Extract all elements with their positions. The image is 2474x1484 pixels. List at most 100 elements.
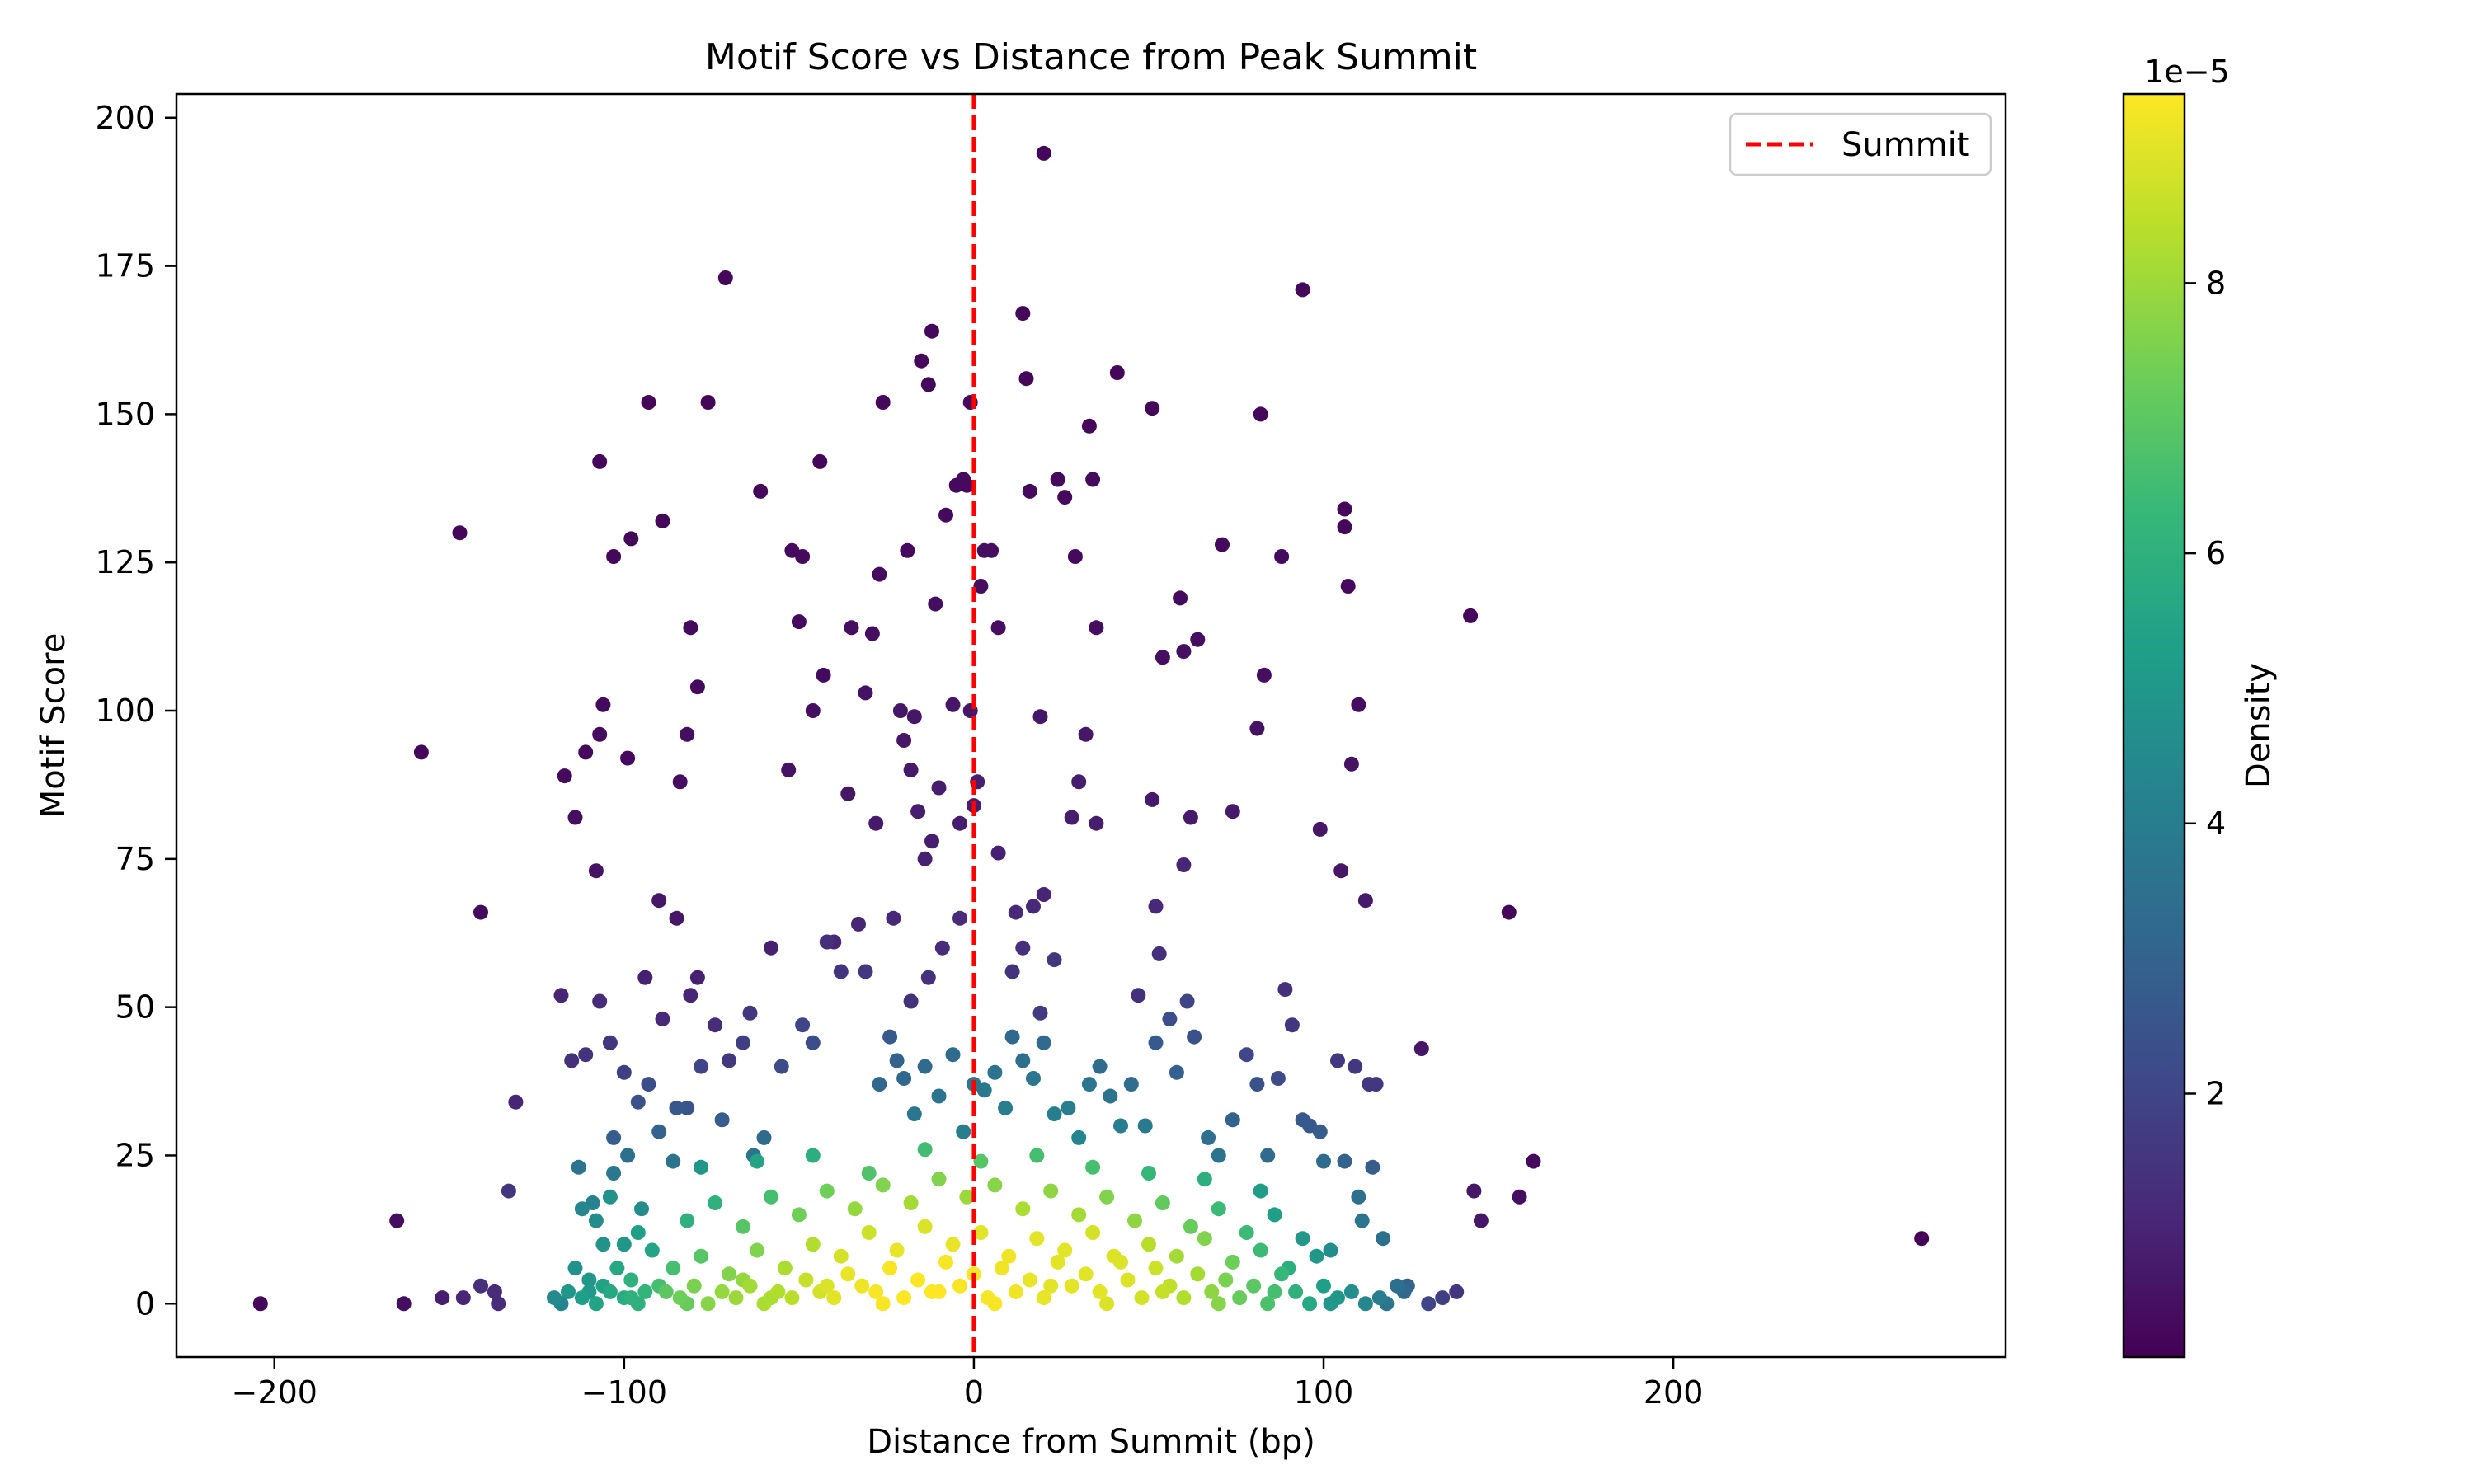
- scatter-point: [882, 1029, 898, 1045]
- colorbar-ticks: 2 4 6 8: [2185, 265, 2226, 1111]
- scatter-point: [1099, 1189, 1115, 1205]
- scatter-point: [547, 1290, 562, 1306]
- scatter-point: [1267, 1284, 1282, 1299]
- scatter-point: [578, 1047, 594, 1063]
- scatter-point: [1109, 365, 1125, 380]
- scatter-point: [1057, 1242, 1073, 1258]
- scatter-point: [1151, 946, 1167, 961]
- scatter-point: [861, 1166, 877, 1181]
- scatter-point: [1354, 1213, 1370, 1228]
- scatter-point: [686, 1278, 702, 1294]
- scatter-point: [1032, 709, 1048, 725]
- scatter-point: [1284, 1017, 1300, 1033]
- scatter-point: [1371, 1290, 1387, 1306]
- scatter-point: [1067, 549, 1083, 564]
- scatter-point: [714, 1284, 730, 1299]
- scatter-point: [1137, 1118, 1153, 1134]
- scatter-point: [1239, 1047, 1254, 1063]
- scatter-point: [1253, 1242, 1268, 1258]
- scatter-point: [1179, 993, 1195, 1009]
- scatter-point: [1148, 899, 1164, 914]
- scatter-point: [998, 1100, 1014, 1115]
- scatter-point: [1141, 1237, 1156, 1252]
- colorbar-tick-label: 4: [2206, 805, 2226, 842]
- scatter-point: [1015, 940, 1031, 956]
- scatter-point: [798, 1272, 814, 1288]
- y-tick-label: 25: [115, 1137, 155, 1173]
- scatter-point: [770, 1284, 786, 1299]
- scatter-point: [651, 1124, 667, 1139]
- scatter-point: [473, 904, 488, 920]
- scatter-point: [1312, 821, 1328, 837]
- scatter-point: [644, 1242, 660, 1258]
- scatter-point: [680, 1213, 695, 1228]
- scatter-point: [435, 1290, 450, 1306]
- scatter-point: [1183, 1219, 1198, 1234]
- scatter-point: [736, 1035, 750, 1050]
- scatter-point: [669, 1100, 684, 1115]
- scatter-point: [252, 1296, 268, 1312]
- scatter-point: [722, 1266, 737, 1282]
- scatter-point: [1330, 1053, 1345, 1068]
- scatter-point: [764, 1189, 778, 1205]
- scatter-point: [1050, 1254, 1065, 1270]
- scatter-point: [889, 1242, 905, 1258]
- scatter-point: [1249, 721, 1265, 736]
- scatter-point: [1183, 810, 1198, 825]
- scatter-point: [882, 1261, 898, 1276]
- x-tick-label: −100: [581, 1374, 667, 1411]
- scatter-point: [906, 709, 922, 725]
- scatter-point: [680, 726, 695, 742]
- scatter-point: [973, 1225, 989, 1240]
- scatter-point: [1089, 815, 1104, 831]
- scatter-point: [1348, 1059, 1363, 1074]
- scatter-point: [1253, 1183, 1268, 1199]
- scatter-point: [491, 1296, 506, 1312]
- scatter-point: [1148, 1035, 1164, 1050]
- colorbar: 2 4 6 8 1e−5 Density: [2122, 54, 2278, 1359]
- scatter-point: [1914, 1231, 1930, 1247]
- scatter-point: [1015, 1053, 1031, 1068]
- scatter-point: [1169, 1064, 1184, 1080]
- scatter-point: [896, 733, 912, 748]
- colorbar-label: Density: [2240, 663, 2278, 788]
- scatter-point: [1351, 697, 1366, 712]
- scatter-point: [784, 1290, 800, 1306]
- scatter-point: [1343, 1284, 1359, 1299]
- scatter-point: [781, 762, 797, 777]
- scatter-point: [1173, 590, 1188, 606]
- scatter-point: [655, 513, 670, 528]
- scatter-point: [694, 1248, 709, 1264]
- scatter-point: [623, 1290, 639, 1306]
- scatter-point: [900, 542, 915, 558]
- scatter-point: [1274, 549, 1290, 564]
- colorbar-gradient: [2122, 92, 2186, 1359]
- scatter-point: [1018, 371, 1034, 387]
- scatter-point: [620, 750, 636, 766]
- scatter-point: [1463, 608, 1479, 623]
- x-tick-label: 0: [964, 1374, 984, 1411]
- scatter-point: [1050, 472, 1065, 487]
- scatter-point: [847, 1201, 863, 1217]
- scatter-point: [952, 1278, 967, 1294]
- scatter-point: [1270, 1071, 1286, 1086]
- scatter-point: [819, 1183, 835, 1199]
- scatter-point: [952, 910, 967, 926]
- scatter-point: [578, 744, 594, 760]
- scatter-point: [1225, 1112, 1240, 1128]
- scatter-point: [1078, 726, 1094, 742]
- scatter-point: [680, 1100, 695, 1115]
- scatter-point: [606, 549, 622, 564]
- x-tick-label: 100: [1294, 1374, 1354, 1411]
- scatter-point: [1155, 1195, 1170, 1210]
- scatter-point: [595, 1237, 611, 1252]
- scatter-point: [872, 566, 887, 582]
- scatter-point: [641, 1077, 656, 1092]
- scatter-point: [1190, 632, 1206, 647]
- scatter-point: [931, 1088, 947, 1104]
- scatter-point: [1081, 418, 1097, 434]
- scatter-point: [1134, 1290, 1150, 1306]
- scatter-point: [574, 1290, 590, 1306]
- scatter-point: [1145, 791, 1160, 807]
- scatter-point: [630, 1225, 646, 1240]
